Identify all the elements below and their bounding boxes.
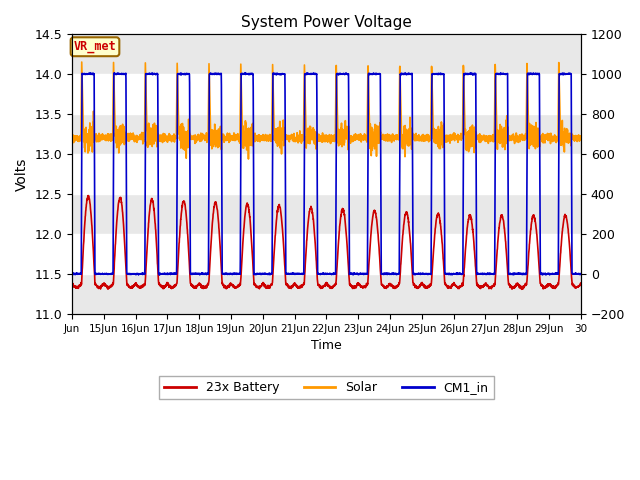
23x Battery <box>469 226 477 232</box>
23x Battery <box>499 217 507 223</box>
CM1_in <box>500 71 508 76</box>
23x Battery <box>572 284 579 289</box>
CM1_in <box>469 71 477 77</box>
CM1_in <box>572 270 579 276</box>
Legend: 23x Battery, Solar, CM1_in: 23x Battery, Solar, CM1_in <box>159 376 493 399</box>
23x Battery <box>173 281 180 287</box>
CM1_in <box>436 72 444 77</box>
Line: CM1_in: CM1_in <box>72 73 581 275</box>
CM1_in <box>392 271 399 277</box>
Title: System Power Voltage: System Power Voltage <box>241 15 412 30</box>
CM1_in <box>577 271 585 276</box>
23x Battery <box>68 281 76 287</box>
23x Battery <box>518 287 525 292</box>
Solar <box>436 134 444 140</box>
Solar <box>500 131 508 136</box>
Solar <box>244 156 252 162</box>
Text: VR_met: VR_met <box>74 40 116 53</box>
Solar <box>469 144 477 149</box>
Y-axis label: Volts: Volts <box>15 157 29 191</box>
Bar <box>72 114 581 154</box>
Solar <box>392 136 399 142</box>
23x Battery <box>577 280 585 286</box>
Solar <box>577 133 585 139</box>
CM1_in <box>68 271 76 276</box>
Line: Solar: Solar <box>72 62 581 159</box>
CM1_in <box>497 70 505 76</box>
X-axis label: Time: Time <box>311 339 342 352</box>
23x Battery <box>84 193 92 199</box>
Solar <box>78 59 86 65</box>
Bar <box>72 194 581 234</box>
23x Battery <box>392 286 399 291</box>
Solar <box>68 136 76 142</box>
Bar <box>72 274 581 314</box>
Line: 23x Battery: 23x Battery <box>72 196 581 289</box>
Bar <box>72 34 581 74</box>
CM1_in <box>173 271 180 277</box>
Solar <box>173 132 180 138</box>
CM1_in <box>156 272 163 278</box>
Solar <box>572 134 579 140</box>
23x Battery <box>436 221 444 227</box>
